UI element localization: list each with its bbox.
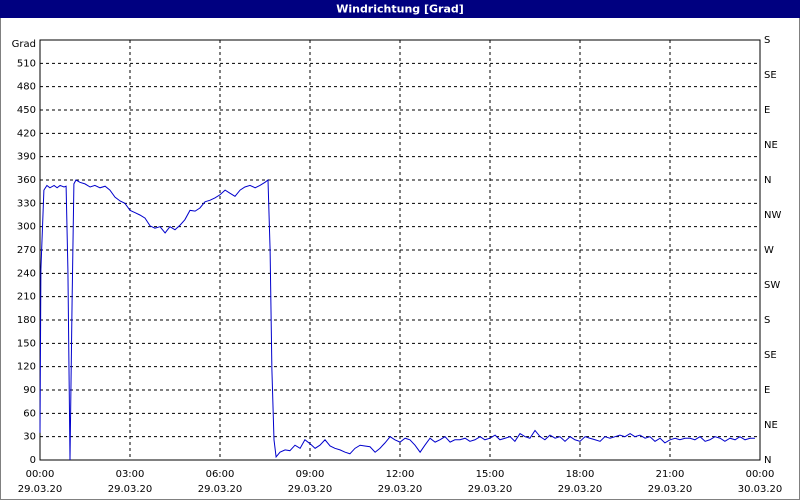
y-tick-label: 450	[17, 105, 36, 116]
y2-tick-label: W	[764, 245, 774, 256]
y2-tick-label: S	[764, 315, 770, 326]
x-tick-label: 00:00	[746, 469, 775, 480]
x-tick-date: 29.03.20	[378, 484, 423, 495]
x-tick-label: 09:00	[296, 469, 325, 480]
y2-tick-label: S	[764, 35, 770, 46]
title-bar	[0, 0, 800, 18]
y2-tick-label: SW	[764, 280, 780, 291]
y-axis-label: Grad	[12, 39, 36, 50]
y-tick-label: 0	[30, 455, 36, 466]
y-tick-label: 150	[17, 338, 36, 349]
y2-tick-label: NW	[764, 210, 781, 221]
x-tick-label: 03:00	[116, 469, 145, 480]
x-tick-date: 29.03.20	[18, 484, 63, 495]
y-tick-label: 330	[17, 198, 36, 209]
y-tick-label: 390	[17, 152, 36, 163]
x-tick-date: 30.03.20	[738, 484, 783, 495]
data-line	[39, 179, 755, 461]
y2-tick-label: E	[764, 385, 770, 396]
x-tick-date: 29.03.20	[468, 484, 513, 495]
y-tick-label: 510	[17, 58, 36, 69]
y-tick-label: 210	[17, 292, 36, 303]
y-tick-label: 90	[23, 385, 36, 396]
x-tick-date: 29.03.20	[288, 484, 333, 495]
x-tick-date: 29.03.20	[198, 484, 243, 495]
y2-tick-label: N	[764, 175, 771, 186]
y2-tick-label: N	[764, 455, 771, 466]
y-tick-label: 300	[17, 222, 36, 233]
y2-tick-label: SE	[764, 70, 777, 81]
x-tick-label: 06:00	[206, 469, 235, 480]
y2-tick-label: E	[764, 105, 770, 116]
x-tick-label: 12:00	[386, 469, 415, 480]
y-tick-label: 180	[17, 315, 36, 326]
y2-tick-label: SE	[764, 350, 777, 361]
y2-tick-label: NE	[764, 420, 778, 431]
y-tick-label: 60	[23, 408, 36, 419]
y-tick-label: 480	[17, 82, 36, 93]
x-tick-label: 15:00	[476, 469, 505, 480]
y-tick-label: 240	[17, 268, 36, 279]
x-tick-date: 29.03.20	[648, 484, 693, 495]
x-tick-label: 18:00	[566, 469, 595, 480]
chart-title: Windrichtung [Grad]	[336, 3, 464, 16]
y-tick-label: 360	[17, 175, 36, 186]
x-tick-date: 29.03.20	[558, 484, 603, 495]
x-tick-label: 00:00	[26, 469, 55, 480]
y-tick-label: 30	[23, 432, 36, 443]
y-tick-label: 420	[17, 128, 36, 139]
y-tick-label: 270	[17, 245, 36, 256]
y2-tick-label: NE	[764, 140, 778, 151]
x-tick-label: 21:00	[656, 469, 685, 480]
y-tick-label: 120	[17, 362, 36, 373]
x-tick-date: 29.03.20	[108, 484, 153, 495]
